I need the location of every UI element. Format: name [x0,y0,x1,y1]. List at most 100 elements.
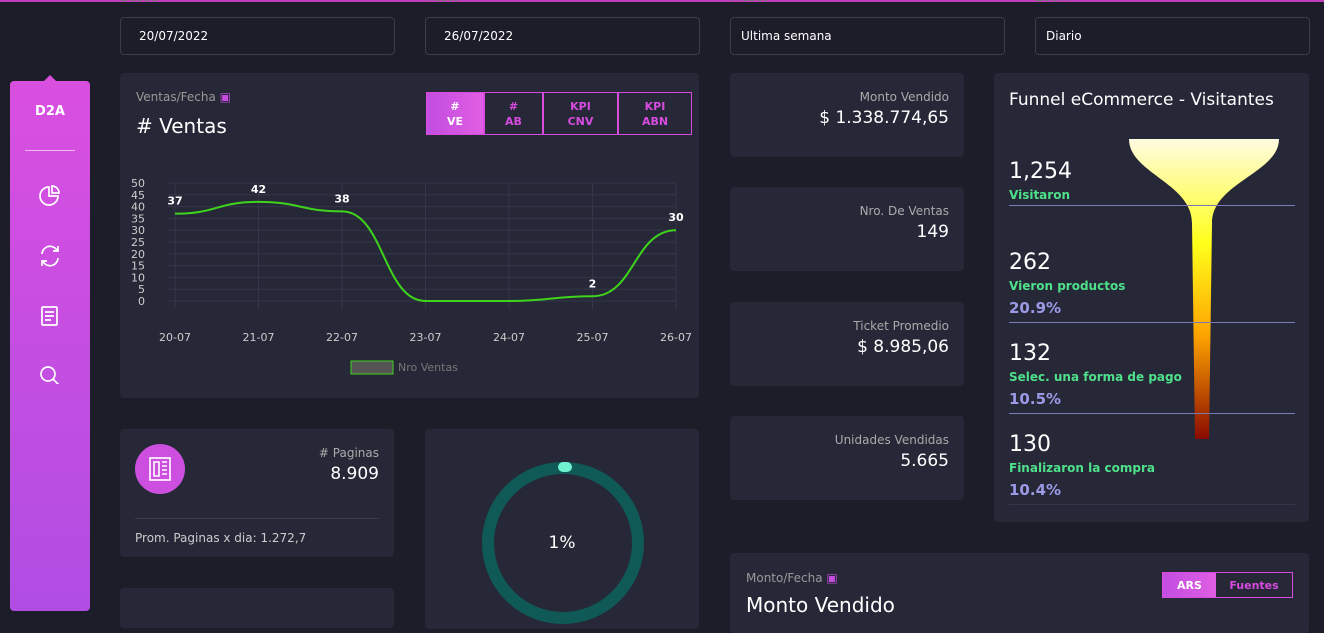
y-tick-label: 45 [131,189,145,202]
button[interactable]: KPI ABN [618,92,692,135]
series-line [174,200,677,303]
filter-label: Zoom [1035,0,1070,4]
button[interactable]: # AB [484,92,543,135]
x-tick-label: 23-07 [410,331,442,344]
step-label: Selec. una forma de pago [1009,370,1182,384]
filter-input[interactable]: Diario [1035,17,1310,55]
kpi-card: Monto Vendido $ 1.338.774,65 [730,73,964,157]
subtitle: Ventas/Fecha [136,90,216,104]
x-tick-label: 25-07 [577,331,609,344]
filter-label: Preset [730,0,767,4]
gauge-card: 1% [425,429,699,629]
filter-input[interactable]: Ultima semana [730,17,1005,55]
data-label: 2 [589,277,597,290]
data-label: 30 [668,211,684,224]
pages-card: # Paginas 8.909 Prom. Paginas x dia: 1.2… [120,429,394,557]
filter-input[interactable]: 20/07/2022 [120,17,395,55]
kpi-value: 149 [916,222,949,242]
x-tick-label: 20-07 [159,331,191,344]
button-group: # VE # AB KPI CNV KPI ABN [426,92,692,135]
y-tick-label: 15 [131,260,145,273]
filter-label: Desde [120,0,158,4]
y-tick-label: 35 [131,212,145,225]
button-group: ARS Fuentes [1162,572,1293,598]
button-text: # [508,99,519,113]
kpi-card: Ticket Promedio $ 8.985,06 [730,302,964,386]
data-label: 38 [334,192,349,205]
y-tick-label: 30 [131,224,145,237]
button[interactable]: KPI CNV [543,92,618,135]
y-tick-label: 5 [138,283,145,296]
step-count: 1,254 [1009,159,1072,184]
y-tick-label: 10 [131,271,145,284]
x-tick-label: 26-07 [660,331,692,344]
step-label: Visitaron [1009,188,1070,202]
step-count: 262 [1009,250,1051,275]
nav-icons[interactable] [38,184,62,384]
legend-swatch [350,360,394,375]
button-text: CNV [567,114,594,128]
button[interactable]: # VE [426,92,484,135]
pages-icon [135,444,185,494]
sidebar-pointer [44,75,56,81]
divider [25,150,75,151]
step-pct: 10.5% [1009,390,1062,408]
kpi-label: Ticket Promedio [853,319,949,333]
funnel-card: Funnel eCommerce - Visitantes 1,254 Visit… [994,73,1309,522]
step-count: 130 [1009,432,1051,457]
funnel-shape [1129,139,1279,439]
button-text: AB [505,114,522,128]
subtitle: Monto/Fecha [746,571,823,585]
button-text: KPI [570,99,591,113]
button-text: # [450,99,460,113]
funnel-title: Funnel eCommerce - Visitantes [1009,90,1274,110]
card-title: Monto Vendido [746,593,895,617]
kpi-card: Nro. De Ventas 149 [730,187,964,271]
filter-label: Hasta [425,0,460,4]
button-text: ABN [641,114,669,128]
x-tick-label: 21-07 [243,331,275,344]
gauge-label: 1% [548,533,576,553]
data-label: 42 [251,183,266,196]
kpi-label: Unidades Vendidas [834,433,949,447]
x-tick-label: 22-07 [326,331,358,344]
step-pct: 20.9% [1009,299,1062,317]
button[interactable]: ARS [1163,573,1216,597]
legend-label: Nro Ventas [398,361,458,374]
step-pct: 10.4% [1009,481,1062,499]
data-label: 37 [167,195,182,208]
step-count: 132 [1009,341,1051,366]
y-tick-label: 50 [131,177,145,190]
button[interactable]: Fuentes [1229,578,1279,592]
kpi-card: Unidades Vendidas 5.665 [730,416,964,500]
pages-label: # Paginas [318,446,379,460]
card [120,588,394,628]
kpi-label: Nro. De Ventas [859,204,949,218]
y-tick-label: 25 [131,236,145,249]
filter-input[interactable]: 26/07/2022 [425,17,700,55]
divider [1009,322,1295,323]
pages-footer: Prom. Paginas x dia: 1.272,7 [135,531,307,545]
divider [1009,504,1295,505]
card-subtitle: Monto/Fecha ▣ [746,571,838,585]
bottom-card: Monto/Fecha ▣ Monto Vendido ARS Fuentes [730,553,1309,633]
kpi-value: 5.665 [900,451,949,471]
kpi-label: Monto Vendido [859,90,949,104]
kpi-value: $ 1.338.774,65 [819,108,949,128]
pages-value: 8.909 [330,464,379,484]
y-tick-label: 20 [131,248,145,261]
step-label: Vieron productos [1009,279,1126,293]
divider [1009,413,1295,414]
card-title: # Ventas [136,114,227,138]
y-tick-label: 0 [138,295,145,308]
top-bar [0,0,1324,2]
x-tick-label: 24-07 [493,331,525,344]
button-text: KPI [644,99,666,113]
gauge [482,462,644,624]
y-tick-label: 40 [131,201,145,214]
divider [1009,205,1295,206]
brand: D2A [35,104,65,119]
sidebar: D2A [10,75,90,611]
